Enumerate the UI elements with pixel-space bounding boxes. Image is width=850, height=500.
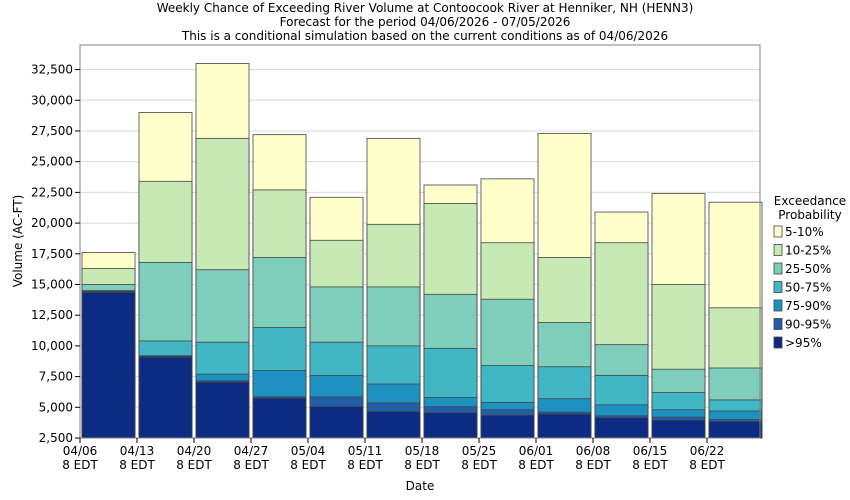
x-tick-label: 04/13	[120, 444, 155, 458]
y-axis: 2,500 5,000 7,500 10,000 12,500 15,000 17,500 2…	[31, 63, 80, 445]
x-tick-label: 06/08	[576, 444, 611, 458]
x-tick-label: 8 EDT	[119, 458, 155, 472]
y-tick-label: 22,500	[31, 185, 73, 199]
bar-segment	[309, 406, 364, 439]
x-tick-label: 06/15	[633, 444, 668, 458]
legend-title-1: Exceedance	[774, 194, 846, 208]
legend-title-2: Probability	[778, 208, 841, 222]
legend: Exceedance Probability 5-10% 10-25% 25-50%…	[773, 194, 846, 350]
legend-swatch	[773, 244, 783, 256]
legend-swatch	[773, 262, 783, 275]
legend-label: 5-10%	[785, 225, 824, 239]
legend-label: 90-95%	[785, 318, 831, 332]
legend-items: 5-10% 10-25% 25-50% 50-75% 75-90% 90-95% >95%	[773, 225, 831, 350]
plot-frame	[79, 44, 761, 439]
y-tick-label: 12,500	[31, 308, 73, 322]
x-tick-label: 8 EDT	[233, 458, 269, 472]
title-line-2: Forecast for the period 04/06/2026 - 07/…	[280, 15, 571, 29]
bar-segment	[366, 411, 421, 439]
x-tick-label: 8 EDT	[632, 458, 668, 472]
x-tick-label: 8 EDT	[461, 458, 497, 472]
x-axis-label: Date	[406, 479, 435, 493]
y-tick-label: 5,000	[39, 400, 73, 414]
x-tick-label: 8 EDT	[62, 458, 98, 472]
bar-segment	[651, 419, 706, 439]
x-tick-label: 8 EDT	[176, 458, 212, 472]
title-line-1: Weekly Chance of Exceeding River Volume …	[157, 1, 694, 15]
chart-title: Weekly Chance of Exceeding River Volume …	[157, 1, 694, 43]
legend-swatch	[773, 336, 783, 349]
bar-segment	[708, 421, 763, 439]
y-tick-label: 32,500	[31, 63, 73, 77]
x-tick-label: 05/11	[348, 444, 383, 458]
x-tick-label: 8 EDT	[575, 458, 611, 472]
bar-segment	[195, 381, 250, 439]
x-tick-label: 8 EDT	[518, 458, 554, 472]
y-tick-label: 15,000	[31, 277, 73, 291]
y-tick-label: 2,500	[39, 431, 73, 445]
legend-swatch	[773, 281, 783, 293]
bar-segment	[81, 292, 136, 439]
x-tick-label: 05/04	[291, 444, 326, 458]
legend-label: 25-50%	[785, 262, 831, 276]
x-tick-label: 8 EDT	[290, 458, 326, 472]
legend-label: 75-90%	[785, 299, 831, 313]
y-tick-label: 20,000	[31, 216, 73, 230]
x-tick-label: 04/27	[234, 444, 269, 458]
legend-label: 50-75%	[785, 281, 831, 295]
y-tick-label: 10,000	[31, 339, 73, 353]
bars	[81, 63, 763, 439]
y-tick-label: 25,000	[31, 155, 73, 169]
bar-segment	[252, 397, 307, 439]
legend-label: >95%	[785, 336, 822, 350]
bar-segment	[537, 413, 592, 439]
x-tick-label: 04/06	[63, 444, 98, 458]
x-tick-label: 05/18	[405, 444, 440, 458]
legend-swatch	[773, 225, 783, 238]
bar-segment	[423, 412, 478, 439]
bar-segment	[480, 414, 535, 439]
y-tick-label: 7,500	[39, 370, 73, 384]
x-tick-label: 8 EDT	[689, 458, 725, 472]
bar-segment	[138, 356, 193, 439]
legend-label: 10-25%	[785, 244, 831, 258]
x-tick-label: 05/25	[462, 444, 497, 458]
y-axis-label: Volume (AC-FT)	[11, 195, 25, 288]
x-tick-label: 8 EDT	[404, 458, 440, 472]
legend-swatch	[773, 299, 783, 312]
x-tick-label: 8 EDT	[347, 458, 383, 472]
title-line-3: This is a conditional simulation based o…	[181, 29, 668, 43]
y-tick-label: 27,500	[31, 124, 73, 138]
y-tick-label: 17,500	[31, 247, 73, 261]
x-tick-label: 06/22	[690, 444, 725, 458]
y-tick-label: 30,000	[31, 93, 73, 107]
bar-segment	[594, 417, 649, 439]
x-tick-label: 06/01	[519, 444, 554, 458]
x-tick-label: 04/20	[177, 444, 212, 458]
legend-swatch	[773, 318, 783, 330]
